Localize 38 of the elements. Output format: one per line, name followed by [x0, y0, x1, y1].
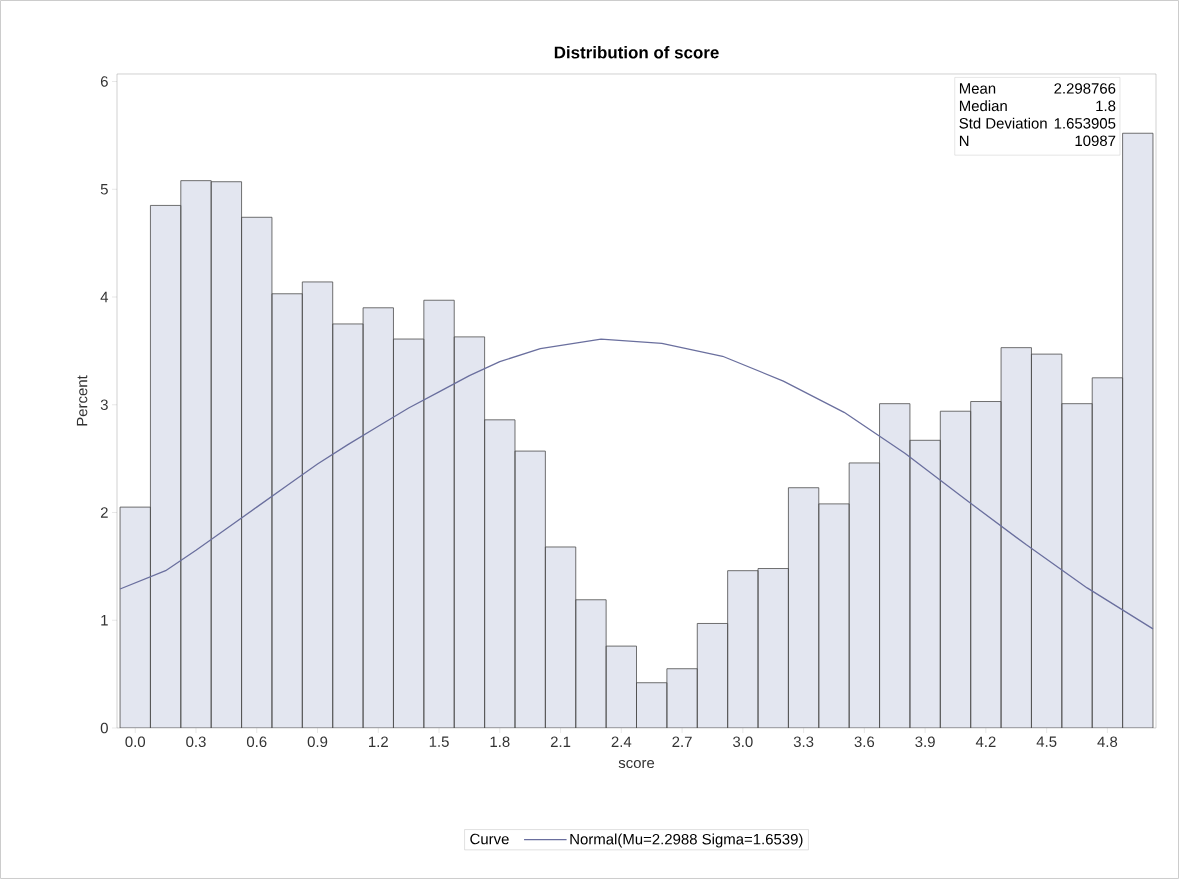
- x-tick-label: 3.9: [915, 736, 935, 748]
- x-tick-label: 1.8: [490, 736, 510, 748]
- line-series: [119, 338, 1154, 630]
- annotation: Mean: [959, 83, 996, 94]
- annotation: 2.298766: [1054, 83, 1116, 94]
- annotation: 10987: [1075, 135, 1116, 147]
- x-tick-label: 3.0: [733, 736, 753, 748]
- y-tick-label: 4: [100, 291, 109, 303]
- annotation: 1.8: [1096, 100, 1116, 112]
- annotation: Std Deviation: [959, 117, 1047, 129]
- x-tick-label: 0.3: [186, 736, 206, 748]
- x-tick-label: 2.1: [550, 736, 571, 747]
- x-axis-title: score: [618, 759, 655, 769]
- y-tick-label: 2: [100, 507, 108, 518]
- y-tick-label: 5: [100, 184, 108, 195]
- x-tick-label: 4.8: [1097, 736, 1118, 748]
- y-tick-label: 6: [100, 76, 108, 87]
- x-tick-label: 4.5: [1036, 736, 1057, 747]
- chart-title: Distribution of score: [554, 46, 719, 59]
- legend-title: Curve: [470, 833, 509, 845]
- x-tick-label: 2.4: [611, 736, 632, 747]
- x-tick-label: 3.6: [854, 736, 875, 748]
- x-tick-label: 0.6: [246, 736, 267, 748]
- x-tick-label: 0.9: [307, 736, 328, 748]
- x-tick-label: 1.5: [429, 736, 449, 747]
- annotation: N: [959, 135, 969, 146]
- x-tick-label: 0.0: [125, 736, 146, 748]
- y-tick-label: 0: [100, 722, 108, 734]
- x-tick-label: 4.2: [975, 736, 996, 747]
- x-tick-label: 1.2: [369, 736, 388, 747]
- x-tick-label: 2.7: [672, 736, 692, 747]
- y-axis-title: Percent: [76, 375, 88, 426]
- x-tick-label: 3.3: [793, 736, 814, 748]
- annotation: Median: [959, 100, 1007, 112]
- y-tick-label: 3: [100, 399, 108, 411]
- legend-label: Normal(Mu=2.2988 Sigma=1.6539): [570, 833, 803, 848]
- annotation: 1.653905: [1054, 118, 1116, 129]
- y-tick-label: 1: [101, 615, 108, 626]
